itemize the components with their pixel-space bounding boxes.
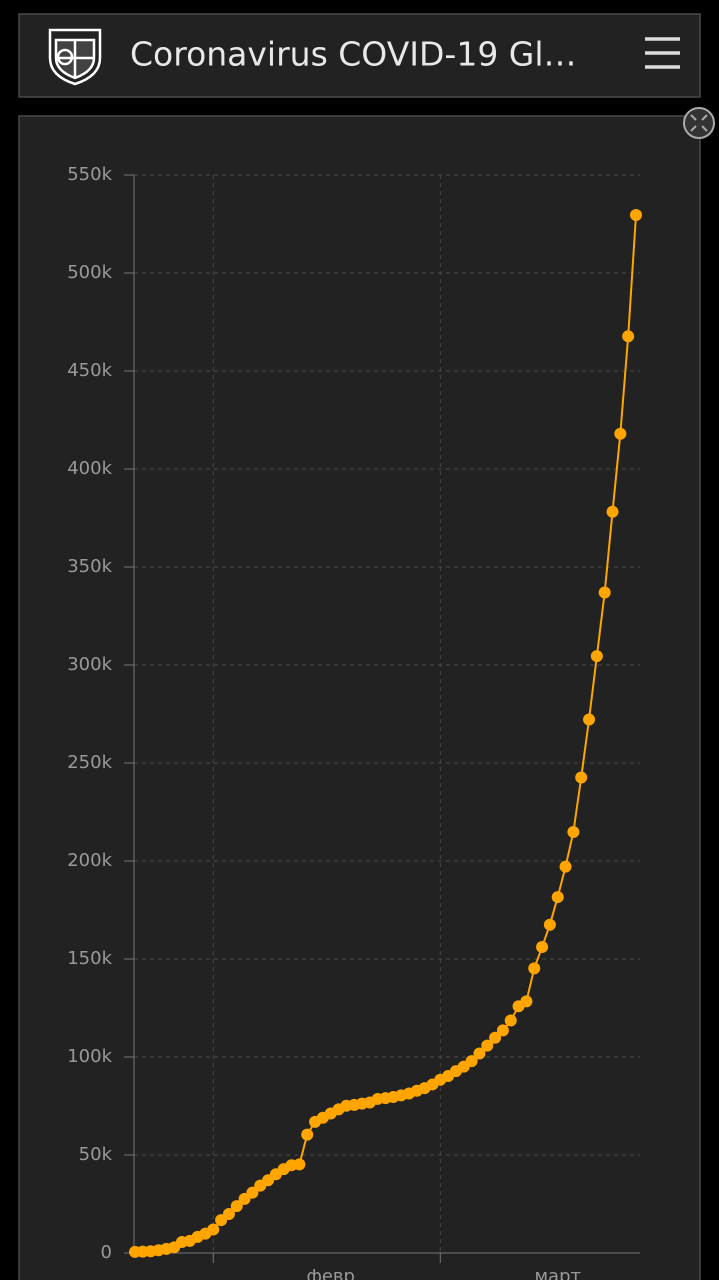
data-point [536, 941, 549, 954]
data-point [575, 771, 588, 784]
data-point [496, 1024, 509, 1037]
data-point [583, 713, 596, 726]
data-point [528, 962, 541, 975]
data-point [543, 918, 556, 931]
y-tick-label: 300k [67, 654, 112, 675]
data-point [504, 1014, 517, 1027]
logo[interactable] [48, 28, 102, 86]
y-tick-label: 500k [67, 262, 112, 283]
y-tick-label: 550k [67, 164, 112, 185]
x-tick-label: март [534, 1266, 581, 1280]
menu-button[interactable] [645, 37, 680, 69]
data-point [246, 1186, 259, 1199]
data-point [520, 995, 533, 1008]
y-tick-label: 350k [67, 556, 112, 577]
data-point [598, 586, 611, 599]
data-point [465, 1055, 478, 1068]
x-tick-label: февр [306, 1266, 355, 1280]
data-point [567, 825, 580, 838]
data-point [481, 1039, 494, 1052]
y-tick-label: 450k [67, 360, 112, 381]
data-point [222, 1207, 235, 1220]
data-point [622, 330, 635, 343]
data-point [207, 1223, 220, 1236]
plot: 0 50k 100k 150k 200k 250k 300k 350k 400k 450k 500k… [67, 164, 642, 1280]
data-point [559, 860, 572, 873]
header-title: Coronavirus COVID-19 Gl… [130, 35, 577, 74]
data-point [230, 1200, 243, 1213]
data-point [551, 891, 564, 904]
chart-panel [18, 115, 701, 1280]
data-point [301, 1128, 314, 1141]
y-tick-label: 200k [67, 850, 112, 871]
y-tick-label: 100k [67, 1046, 112, 1067]
y-tick-label: 250k [67, 752, 112, 773]
y-tick-label: 0 [101, 1242, 112, 1263]
data-point [293, 1158, 306, 1171]
y-tick-label: 150k [67, 948, 112, 969]
header-bar [18, 13, 701, 98]
collapse-button[interactable] [683, 107, 715, 139]
data-point [590, 650, 603, 663]
y-tick-label: 50k [79, 1144, 113, 1165]
y-tick-label: 400k [67, 458, 112, 479]
data-point [614, 427, 627, 440]
data-point [473, 1047, 486, 1060]
data-point [489, 1031, 502, 1044]
data-point [606, 505, 619, 518]
data-point [630, 208, 642, 221]
